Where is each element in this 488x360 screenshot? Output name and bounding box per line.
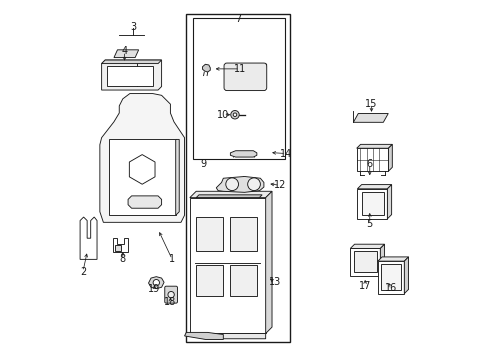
Bar <box>377 261 404 294</box>
Text: 6: 6 <box>366 159 372 169</box>
Text: 14: 14 <box>280 149 292 158</box>
Bar <box>186 14 290 342</box>
Circle shape <box>153 279 159 286</box>
Polygon shape <box>114 50 139 58</box>
Polygon shape <box>100 94 184 222</box>
Text: 7: 7 <box>235 14 241 24</box>
Polygon shape <box>189 191 271 198</box>
Text: 18: 18 <box>164 297 176 307</box>
Polygon shape <box>189 333 265 339</box>
Circle shape <box>167 292 174 298</box>
Text: 8: 8 <box>120 255 125 264</box>
Polygon shape <box>102 60 161 90</box>
Polygon shape <box>128 196 161 208</box>
Text: 11: 11 <box>233 64 245 74</box>
Bar <box>381 264 401 290</box>
Polygon shape <box>230 151 256 157</box>
Text: 5: 5 <box>366 219 372 229</box>
Polygon shape <box>386 185 391 219</box>
Polygon shape <box>404 257 407 294</box>
Text: 12: 12 <box>273 180 285 190</box>
Text: 3: 3 <box>130 22 136 32</box>
Polygon shape <box>175 139 179 215</box>
Text: 13: 13 <box>268 277 281 287</box>
Bar <box>230 265 256 296</box>
Polygon shape <box>102 60 161 64</box>
Polygon shape <box>356 144 391 148</box>
Text: 9: 9 <box>200 159 206 169</box>
Polygon shape <box>225 64 266 84</box>
Text: 17: 17 <box>358 281 370 291</box>
Polygon shape <box>80 217 97 259</box>
Polygon shape <box>148 277 164 289</box>
Circle shape <box>233 113 236 117</box>
Bar <box>107 66 153 86</box>
Bar <box>115 245 121 251</box>
Text: 2: 2 <box>80 267 86 277</box>
Polygon shape <box>265 191 271 333</box>
Bar <box>196 217 222 251</box>
Polygon shape <box>349 244 384 248</box>
Text: 15: 15 <box>365 99 377 109</box>
Circle shape <box>230 111 239 119</box>
Polygon shape <box>184 332 223 339</box>
Bar <box>356 148 387 171</box>
Circle shape <box>247 178 260 190</box>
Polygon shape <box>353 113 387 122</box>
Bar <box>189 198 265 333</box>
Bar <box>193 18 285 159</box>
Text: 1: 1 <box>169 255 175 264</box>
Polygon shape <box>129 154 155 184</box>
Circle shape <box>225 178 238 190</box>
Text: 16: 16 <box>384 283 396 293</box>
Bar <box>357 189 386 219</box>
Bar <box>230 217 256 251</box>
Polygon shape <box>377 257 407 261</box>
Text: 10: 10 <box>217 110 229 120</box>
Text: 19: 19 <box>148 284 161 294</box>
Polygon shape <box>202 64 210 72</box>
Polygon shape <box>380 244 384 276</box>
Polygon shape <box>357 185 391 189</box>
Text: 4: 4 <box>121 46 127 56</box>
Polygon shape <box>113 238 128 252</box>
Polygon shape <box>216 176 264 192</box>
Polygon shape <box>108 139 175 215</box>
Bar <box>361 192 383 215</box>
Bar <box>196 265 222 296</box>
FancyBboxPatch shape <box>224 63 266 91</box>
Bar <box>233 112 236 117</box>
FancyBboxPatch shape <box>164 286 177 303</box>
Bar <box>349 248 380 276</box>
Bar <box>353 251 376 273</box>
Polygon shape <box>196 195 262 198</box>
Polygon shape <box>387 144 391 171</box>
